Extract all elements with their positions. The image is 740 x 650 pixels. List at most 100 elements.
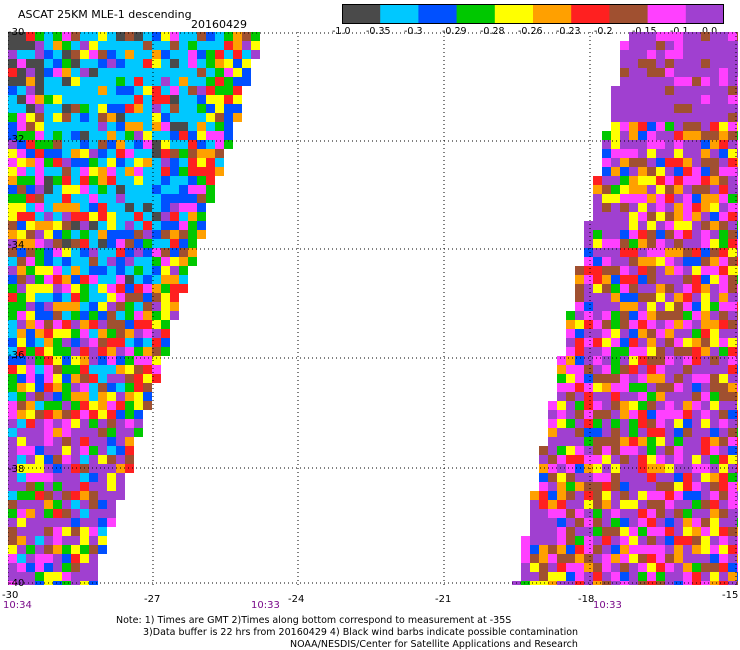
swath-cell [620,284,629,293]
swath-cell [188,167,197,176]
swath-cell [143,275,152,284]
swath-cell [719,464,728,473]
swath-cell [89,446,98,455]
swath-cell [737,563,738,572]
swath-cell [620,86,629,95]
swath-cell [125,77,134,86]
swath-cell [737,464,738,473]
swath-cell [656,554,665,563]
swath-cell [665,41,674,50]
swath-cell [593,311,602,320]
swath-cell [629,95,638,104]
swath-cell [719,419,728,428]
swath-cell [116,185,125,194]
swath-cell [125,176,134,185]
swath-cell [656,356,665,365]
swath-cell [674,365,683,374]
swath-cell [8,293,17,302]
swath-cell [26,239,35,248]
swath-cell [44,374,53,383]
swath-cell [602,374,611,383]
swath-cell [152,59,161,68]
swath-cell [44,95,53,104]
swath-cell [233,86,242,95]
swath-cell [638,509,647,518]
swath-cell [575,428,584,437]
swath-cell [674,41,683,50]
swath-cell [665,356,674,365]
swath-cell [125,185,134,194]
swath-cell [593,545,602,554]
swath-cell [566,410,575,419]
swath-cell [53,86,62,95]
swath-cell [719,545,728,554]
swath-cell [728,266,737,275]
swath-cell [620,95,629,104]
swath-cell [737,554,738,563]
swath-cell [620,374,629,383]
swath-cell [710,158,719,167]
swath-cell [143,176,152,185]
swath-cell [116,437,125,446]
swath-cell [62,50,71,59]
swath-cell [242,41,251,50]
swath-cell [593,536,602,545]
swath-cell [170,95,179,104]
swath-cell [44,356,53,365]
swath-cell [170,140,179,149]
swath-cell [80,347,89,356]
swath-cell [134,356,143,365]
swath-cell [719,149,728,158]
swath-cell [143,194,152,203]
swath-cell [620,320,629,329]
swath-cell [665,293,674,302]
swath-cell [656,545,665,554]
swath-cell [125,347,134,356]
swath-cell [566,464,575,473]
swath-cell [656,149,665,158]
swath-cell [728,446,737,455]
swath-cell [593,248,602,257]
swath-cell [665,419,674,428]
swath-cell [80,482,89,491]
swath-cell [17,572,26,581]
swath-cell [719,284,728,293]
swath-cell [584,338,593,347]
swath-cell [62,374,71,383]
swath-cell [575,509,584,518]
swath-cell [710,302,719,311]
swath-cell [215,140,224,149]
swath-cell [35,545,44,554]
swath-cell [647,41,656,50]
swath-cell [629,527,638,536]
swath-cell [116,383,125,392]
swath-cell [584,428,593,437]
swath-cell [719,500,728,509]
swath-cell [116,257,125,266]
swath-cell [98,365,107,374]
swath-cell [719,491,728,500]
swath-cell [35,338,44,347]
swath-cell [98,356,107,365]
swath-cell [683,347,692,356]
swath-cell [584,284,593,293]
swath-cell [62,491,71,500]
swath-cell [728,455,737,464]
swath-cell [53,536,62,545]
swath-cell [80,383,89,392]
swath-cell [719,140,728,149]
swath-cell [197,140,206,149]
swath-cell [692,149,701,158]
colorbar-swatch [342,4,381,24]
swath-cell [665,131,674,140]
swath-cell [17,392,26,401]
swath-cell [125,167,134,176]
swath-cell [701,401,710,410]
colorbar-swatch [647,4,687,24]
swath-cell [665,410,674,419]
swath-cell [719,338,728,347]
swath-cell [53,509,62,518]
swath-cell [539,464,548,473]
swath-cell [143,104,152,113]
swath-cell [710,185,719,194]
